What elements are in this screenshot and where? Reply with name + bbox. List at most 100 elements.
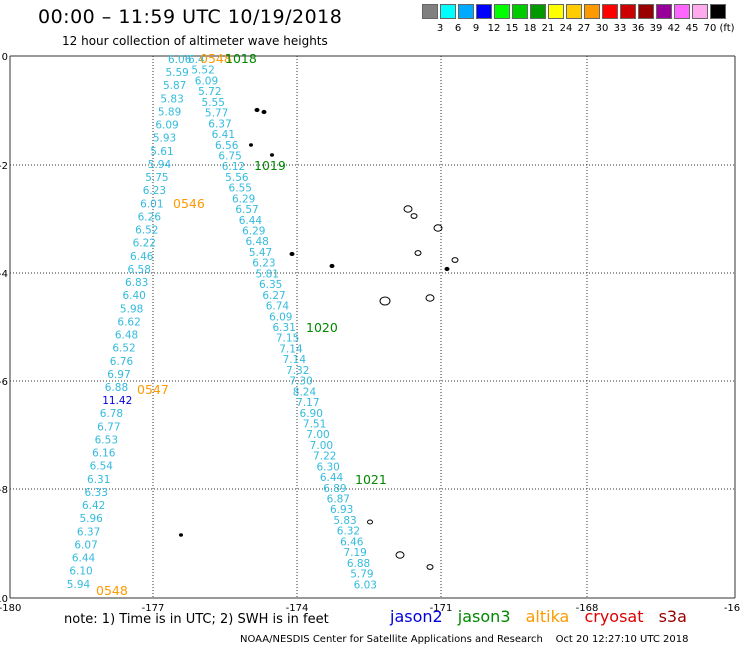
swh-value-track-b: 6.09 — [195, 75, 218, 87]
swh-value-track-a: 6.52 — [112, 343, 135, 355]
swh-value-track-b: 7.19 — [343, 547, 366, 559]
swh-value-track-b: 5.81 — [256, 268, 279, 280]
swh-labels: 6.065.595.875.835.896.095.935.615.945.75… — [67, 51, 387, 598]
x-tick-label: -168 — [576, 603, 599, 614]
swh-value-track-a: 6.10 — [69, 566, 92, 578]
swh-value-track-b: 7.51 — [303, 418, 326, 430]
swh-value-track-a: 5.93 — [153, 133, 176, 145]
swh-value-track-a: 5.98 — [120, 303, 143, 315]
swh-value-track-b: 7.22 — [313, 451, 336, 463]
swh-value-track-a: 6.01 — [140, 198, 163, 210]
island-outline — [379, 296, 391, 306]
island-outline — [426, 564, 434, 570]
swh-value-track-b: 6.41 — [212, 129, 235, 141]
swh-value-track-a: 6.46 — [130, 251, 154, 263]
colorbar-swatch — [422, 4, 438, 19]
colorbar-label: 30 — [595, 23, 609, 34]
legend-s3a: s3a — [658, 607, 687, 626]
swh-value-track-a: 11.42 — [102, 395, 132, 407]
swh-value-track-a: 5.75 — [145, 172, 168, 184]
pass-time-altika: 0547 — [137, 382, 169, 397]
island-outline — [261, 109, 267, 115]
footer-note: note: 1) Time is in UTC; 2) SWH is in fe… — [64, 612, 329, 627]
legend-cryosat: cryosat — [584, 607, 644, 626]
swh-value-track-b: 6.89 — [323, 483, 346, 495]
swh-value-track-a: 6.06 — [168, 54, 192, 66]
colorbar-unit: (ft) — [719, 23, 735, 34]
swh-value-track-a: 6.37 — [77, 526, 100, 538]
swh-value-track-a: 6.54 — [90, 461, 114, 473]
swh-value-track-b: 6.23 — [252, 258, 275, 270]
y-tick-label: -6 — [0, 377, 8, 388]
colorbar-swatch — [584, 4, 600, 19]
colorbar-swatch — [512, 4, 528, 19]
colorbar-label: 33 — [613, 23, 627, 34]
legend-altika: altika — [525, 607, 570, 626]
swh-value-track-a: 6.53 — [95, 434, 118, 446]
colorbar-swatch — [494, 4, 510, 19]
swh-value-track-b: 6.32 — [337, 526, 360, 538]
x-tick-label: -171 — [430, 603, 453, 614]
colorbar-swatch — [692, 4, 708, 19]
colorbar-label: 42 — [667, 23, 681, 34]
swh-value-track-b: 7.00 — [306, 429, 329, 441]
colorbar-swatch — [548, 4, 564, 19]
y-tick-label: -8 — [0, 485, 8, 496]
swh-value-track-b: 6.37 — [208, 118, 231, 130]
axis-ticks: -180 -177 -174 -171 -168 -16 0 -2 -4 -6 -8 -10 — [0, 52, 740, 614]
colorbar-swatch — [602, 4, 618, 19]
island-outline — [249, 143, 253, 147]
map-subtitle: 12 hour collection of altimeter wave hei… — [62, 34, 328, 48]
swh-value-track-a: 6.07 — [74, 539, 97, 551]
island-outlines — [179, 107, 459, 570]
island-outline — [367, 519, 373, 525]
y-tick-label: -10 — [0, 594, 8, 605]
pass-time-jason3: 1021 — [355, 472, 387, 487]
island-outline — [289, 251, 295, 257]
swh-value-track-a: 6.88 — [105, 382, 128, 394]
swh-value-track-b: 6.03 — [354, 579, 377, 591]
island-outline — [254, 107, 260, 113]
swh-value-track-a: 6.26 — [138, 211, 162, 223]
colorbar-label: 6 — [454, 23, 462, 34]
swh-value-track-b: 6.55 — [229, 183, 252, 195]
swh-value-track-b: 7.32 — [286, 365, 309, 377]
swh-value-track-a: 6.97 — [107, 369, 130, 381]
swh-value-track-b: 7.14 — [283, 354, 307, 366]
x-tick-label: -174 — [286, 603, 309, 614]
y-tick-label: 0 — [2, 52, 8, 63]
x-tick-label: -177 — [142, 603, 165, 614]
colorbar-label: 15 — [505, 23, 519, 34]
colorbar-label: 36 — [631, 23, 645, 34]
swh-value-track-b: 7.00 — [310, 440, 333, 452]
swh-value-track-b: 5.77 — [205, 108, 228, 120]
colorbar-swatch — [656, 4, 672, 19]
colorbar-label: 21 — [541, 23, 555, 34]
pass-time-altika: 0548 — [96, 583, 128, 598]
pass-time-jason3: 1018 — [225, 51, 257, 66]
swh-value-track-a: 5.89 — [158, 106, 181, 118]
island-outline — [451, 257, 459, 263]
swh-value-track-b: 7.15 — [276, 333, 299, 345]
pass-time-jason3: 1020 — [306, 320, 338, 335]
swh-value-track-b: 6.44 — [320, 472, 344, 484]
swh-value-track-b: 6.29 — [232, 193, 255, 205]
island-outline — [403, 205, 413, 213]
swh-value-track-a: 6.83 — [125, 277, 148, 289]
swh-value-track-b: 6.93 — [330, 504, 353, 516]
swh-value-track-a: 6.58 — [128, 264, 151, 276]
swh-value-track-a: 6.44 — [72, 553, 96, 565]
colorbar-swatch — [440, 4, 456, 19]
swh-value-track-a: 6.42 — [82, 500, 105, 512]
swh-value-track-b: 6.29 — [242, 226, 265, 238]
swh-value-track-b: 5.47 — [249, 247, 272, 259]
swh-value-track-a: 6.62 — [117, 316, 140, 328]
swh-value-track-b: 6.90 — [300, 408, 323, 420]
legend-jason2: jason2 — [390, 607, 443, 626]
colorbar-swatch — [710, 4, 726, 19]
swh-value-track-b: 5.52 — [191, 65, 214, 77]
swh-value-track-b: 6.4 — [188, 54, 205, 66]
swh-value-track-b: 6.31 — [273, 322, 296, 334]
pass-time-altika: 0548 — [200, 51, 232, 66]
